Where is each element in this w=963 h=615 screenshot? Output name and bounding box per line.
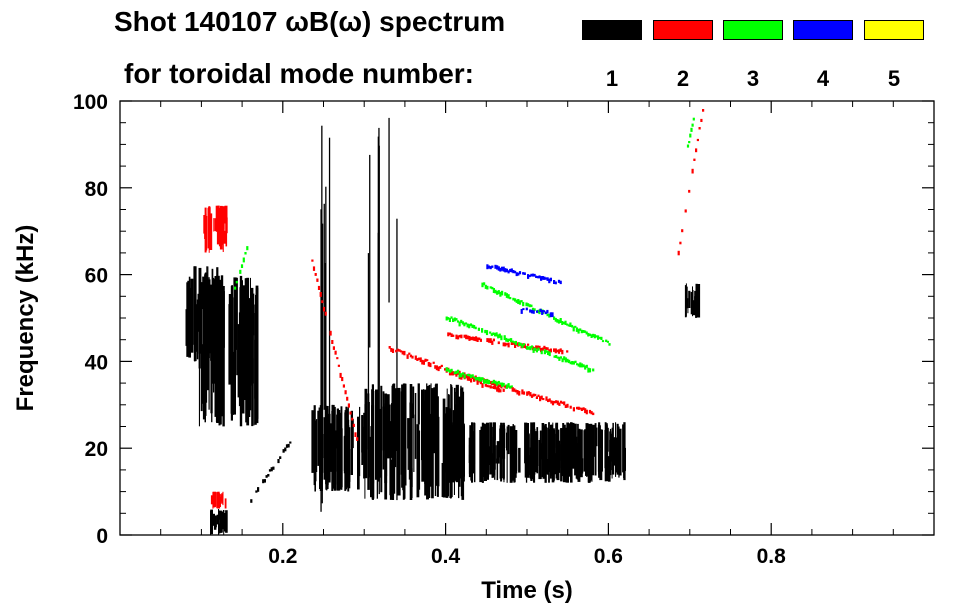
feature-mode-3-line-19	[481, 282, 611, 346]
y-tick-label: 80	[85, 178, 108, 201]
legend-swatch-mode-2	[653, 20, 713, 40]
axis-ticks: 0.2 0.4 0.6 0.8 0 20 40 60 80 100	[73, 91, 934, 568]
feature-mode-2-blob-16	[210, 491, 227, 509]
feature-mode-1-blob-5	[364, 383, 465, 500]
y-tick-label: 0	[96, 525, 108, 548]
feature-mode-1-blob-7	[684, 283, 701, 318]
chart-title-line2: for toroidal mode number:	[124, 58, 474, 89]
feature-mode-2-line-15	[677, 109, 705, 256]
feature-mode-1-vline-8	[320, 125, 331, 512]
feature-mode-1-line-3	[250, 441, 292, 503]
feature-mode-4-line-22	[486, 264, 562, 285]
feature-mode-2-line-11	[311, 259, 359, 441]
chart-title-line1: Shot 140107 ωB(ω) spectrum	[114, 6, 506, 37]
feature-mode-1-blob-2	[210, 509, 228, 535]
x-tick-label: 0.6	[594, 545, 623, 568]
feature-mode-1-blob-6	[446, 422, 626, 483]
y-tick-label: 60	[85, 265, 108, 288]
feature-mode-1-blob-4	[311, 404, 366, 492]
x-tick-label: 0.2	[268, 545, 297, 568]
y-tick-label: 100	[73, 91, 108, 114]
legend-label-mode-1: 1	[605, 66, 619, 91]
feature-mode-2-line-14	[447, 332, 569, 355]
feature-mode-3-line-20	[445, 367, 513, 389]
feature-mode-1-blob-1	[198, 274, 259, 427]
spectrum-marks	[185, 109, 705, 535]
feature-mode-4-line-23	[520, 307, 554, 318]
feature-mode-1-vline-9	[367, 117, 398, 501]
y-tick-label: 20	[85, 438, 108, 461]
legend-label-mode-3: 3	[746, 66, 760, 91]
x-axis-label: Time (s)	[481, 577, 573, 604]
x-tick-label: 0.4	[431, 545, 461, 568]
legend-label-mode-2: 2	[676, 66, 690, 91]
feature-mode-2-blob-10	[203, 205, 228, 253]
x-tick-label: 0.8	[757, 545, 787, 568]
feature-mode-3-line-17	[234, 246, 249, 290]
legend-swatch-mode-5	[864, 20, 924, 40]
feature-mode-2-line-13	[445, 369, 595, 416]
feature-mode-3-line-18	[445, 316, 595, 373]
y-tick-label: 40	[85, 351, 108, 374]
legend-label-mode-4: 4	[816, 66, 830, 91]
feature-mode-3-line-21	[686, 117, 695, 148]
legend-swatch-mode-3	[723, 20, 783, 40]
y-axis-label: Frequency (kHz)	[12, 225, 39, 412]
legend-label-mode-5: 5	[887, 66, 901, 91]
legend-swatch-mode-1	[582, 20, 642, 40]
legend-swatch-mode-4	[793, 20, 853, 40]
